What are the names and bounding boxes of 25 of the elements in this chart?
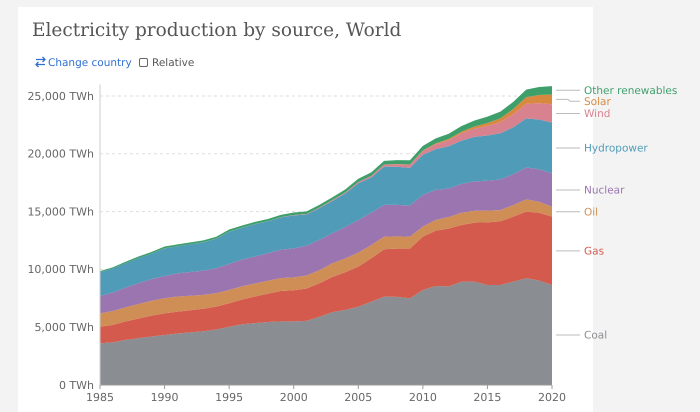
chart-title: Electricity production by source, World	[32, 20, 402, 41]
text: Change country	[48, 57, 132, 69]
text: Oil	[584, 206, 598, 218]
x-tick-label: 1995	[215, 391, 244, 404]
text: Other renewables	[584, 84, 678, 97]
x-tick-label: 2015	[473, 391, 502, 404]
y-tick-label: 25,000 TWh	[27, 90, 94, 103]
text: Nuclear	[584, 184, 626, 197]
x-tick-label: 1990	[150, 391, 179, 404]
y-tick-label: 0 TWh	[58, 378, 94, 392]
text: Coal	[584, 330, 608, 342]
x-tick-label: 2000	[280, 391, 308, 404]
text: Relative	[152, 57, 194, 69]
y-tick-label: 10,000 TWh	[27, 263, 94, 276]
text: Solar	[584, 96, 612, 108]
x-tick-label: 2010	[408, 391, 437, 404]
x-tick-label: 2005	[344, 391, 372, 404]
text: Hydropower	[584, 142, 648, 155]
text: Gas	[584, 246, 604, 258]
y-tick-label: 20,000 TWh	[27, 148, 94, 161]
x-tick-label: 1985	[86, 391, 114, 404]
x-tick-label: 2020	[538, 391, 566, 404]
y-tick-label: 15,000 TWh	[27, 205, 94, 218]
text: Wind	[584, 108, 610, 120]
y-tick-label: 5,000 TWh	[34, 321, 94, 334]
